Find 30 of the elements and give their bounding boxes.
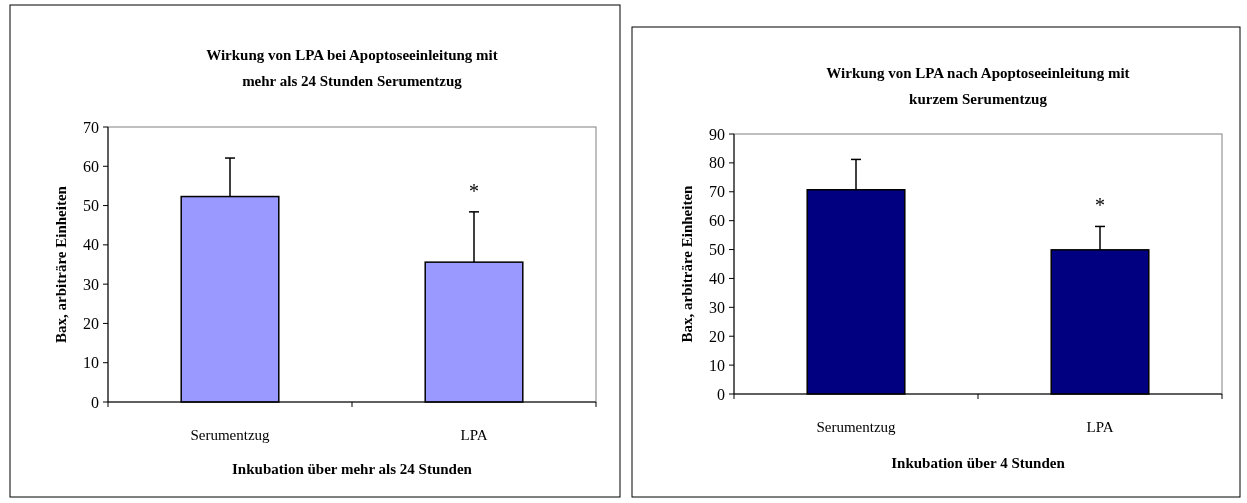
chart-title: Wirkung von LPA bei Apoptoseeinleitung mit mehr als 24 Stunden Serumentzug <box>206 47 498 89</box>
y-tick-label: 60 <box>709 212 725 230</box>
y-tick-label: 30 <box>709 298 725 316</box>
y-tick-label: 10 <box>83 354 99 372</box>
y-tick-label: 40 <box>83 236 99 254</box>
x-tick-label: LPA <box>460 427 488 443</box>
y-axis-title: Bax, arbiträre Einheiten <box>679 184 695 343</box>
y-tick-label: 60 <box>83 157 99 175</box>
x-axis-title: Inkubation über 4 Stunden <box>891 455 1066 471</box>
x-tick-label: Serumentzug <box>190 427 271 443</box>
y-tick-label: 20 <box>83 315 99 333</box>
x-axis-title: Inkubation über mehr als 24 Stunden <box>232 461 473 477</box>
y-tick-label: 20 <box>709 327 725 345</box>
x-tick-label: Serumentzug <box>816 419 897 435</box>
annotation: * <box>469 179 479 202</box>
chart-title: Wirkung von LPA nach Apoptoseeinleitung mit kurzem Serumentzug <box>826 65 1130 107</box>
y-tick-label: 0 <box>717 385 725 403</box>
annotation: * <box>1095 194 1105 217</box>
y-tick-label: 50 <box>709 241 725 259</box>
y-tick-label: 90 <box>709 125 725 143</box>
y-axis-title: Bax, arbiträre Einheiten <box>53 185 69 343</box>
y-tick-label: 70 <box>83 118 99 136</box>
y-tick-label: 30 <box>83 275 99 293</box>
x-tick-label: LPA <box>1086 419 1114 435</box>
y-tick-label: 70 <box>709 183 725 201</box>
y-tick-label: 0 <box>91 393 99 411</box>
y-tick-label: 10 <box>709 356 725 374</box>
y-tick-label: 40 <box>709 270 725 288</box>
y-tick-label: 50 <box>83 197 99 215</box>
y-tick-label: 80 <box>709 154 725 172</box>
